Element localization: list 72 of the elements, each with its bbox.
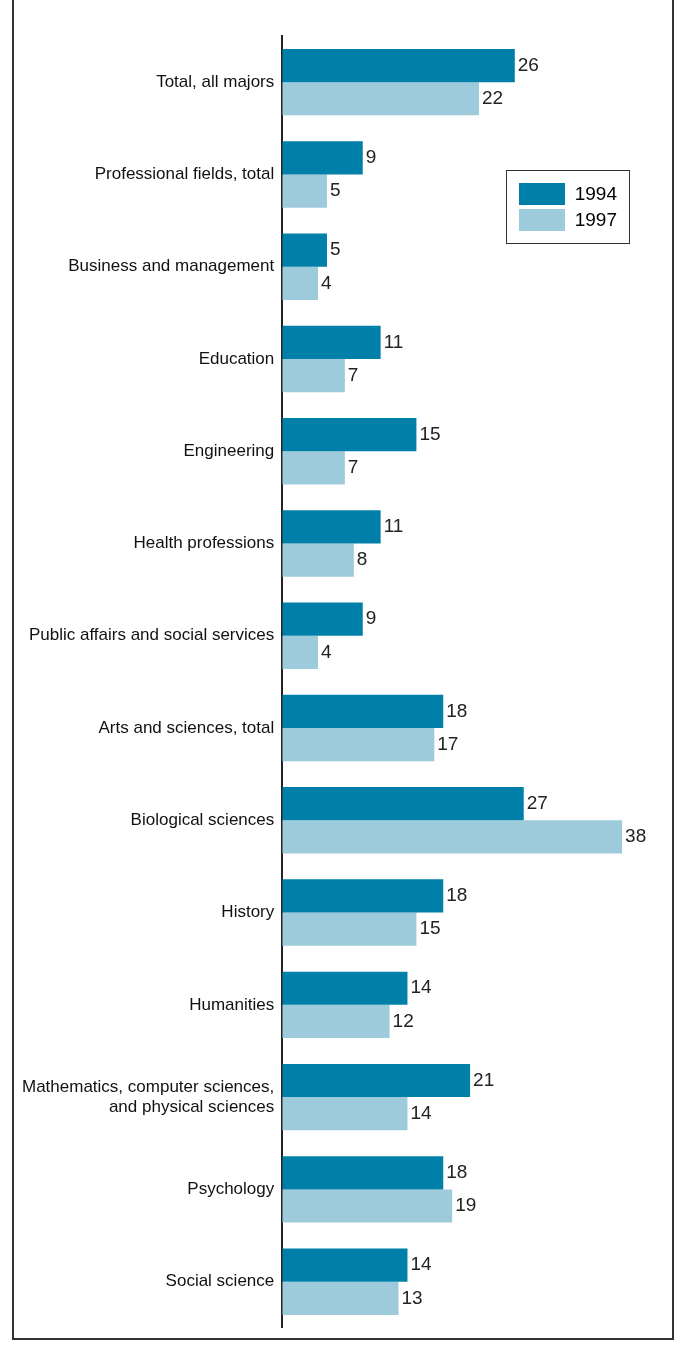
bar <box>282 635 319 669</box>
data-label: 4 <box>321 271 333 293</box>
bar <box>282 1097 408 1131</box>
y-tick-label: Total, all majors <box>156 71 275 91</box>
y-tick-label: Arts and sciences, total <box>98 717 275 737</box>
bar <box>282 1063 471 1098</box>
data-label: 17 <box>437 732 459 754</box>
data-label: 27 <box>526 791 548 813</box>
y-tick-label: Social science <box>165 1271 275 1291</box>
data-label: 7 <box>347 456 359 478</box>
y-tick-label: Health professions <box>133 533 275 553</box>
y-tick-label: Public affairs and social services <box>28 625 275 645</box>
data-label: 26 <box>517 53 539 75</box>
bar <box>282 1156 444 1190</box>
data-label: 21 <box>473 1068 495 1090</box>
y-tick-label: Professional fields, total <box>94 164 275 184</box>
bar <box>282 1281 399 1315</box>
data-label: 12 <box>392 1009 414 1031</box>
bar <box>282 82 480 116</box>
data-label: 18 <box>446 884 468 906</box>
bar <box>282 325 381 359</box>
y-tick-label: Engineering <box>183 440 275 460</box>
bar <box>282 787 524 821</box>
data-label: 9 <box>365 607 377 629</box>
bar <box>282 48 515 83</box>
bar <box>282 602 363 636</box>
y-tick-label: Mathematics, computer sciences, and physical sciences <box>22 1076 275 1117</box>
data-label: 18 <box>446 699 468 721</box>
bar <box>282 1248 408 1282</box>
data-label: 22 <box>482 86 504 108</box>
bar <box>282 451 345 485</box>
y-tick-label: Biological sciences <box>130 809 275 829</box>
bar <box>282 510 381 544</box>
data-label: 8 <box>356 548 368 570</box>
legend-label: 1997 <box>574 209 617 231</box>
data-label: 14 <box>410 976 433 998</box>
data-label: 38 <box>625 825 647 847</box>
bar <box>282 141 363 175</box>
y-tick-label: Psychology <box>187 1179 275 1199</box>
bar <box>282 879 444 913</box>
data-label: 9 <box>365 146 377 168</box>
data-label: 15 <box>419 917 441 939</box>
data-label: 7 <box>347 363 359 385</box>
y-tick-label: Business and management <box>68 256 275 276</box>
bar <box>282 1004 390 1039</box>
y-tick-label: Humanities <box>189 994 275 1014</box>
data-label: 11 <box>383 330 404 352</box>
bar <box>282 912 417 946</box>
bar <box>282 728 435 762</box>
data-label: 19 <box>455 1194 477 1216</box>
bar <box>282 1189 453 1223</box>
data-label: 15 <box>419 422 441 444</box>
data-label: 11 <box>383 515 404 537</box>
data-label: 14 <box>410 1101 433 1123</box>
data-label: 14 <box>410 1253 433 1275</box>
legend-label: 1994 <box>574 183 617 205</box>
data-label: 13 <box>401 1286 423 1308</box>
data-label: 18 <box>446 1161 468 1183</box>
bar <box>282 820 623 854</box>
data-label: 4 <box>321 640 333 662</box>
y-tick-label: Education <box>198 348 275 368</box>
data-label: 5 <box>329 179 341 201</box>
bar <box>282 174 327 208</box>
bar <box>282 694 444 729</box>
data-label: 5 <box>329 238 341 260</box>
bar <box>282 233 327 267</box>
bar <box>282 543 354 577</box>
bar <box>282 418 417 452</box>
y-tick-label: History <box>221 902 275 922</box>
bar <box>282 971 408 1005</box>
bar <box>282 266 319 300</box>
bar <box>282 358 345 393</box>
